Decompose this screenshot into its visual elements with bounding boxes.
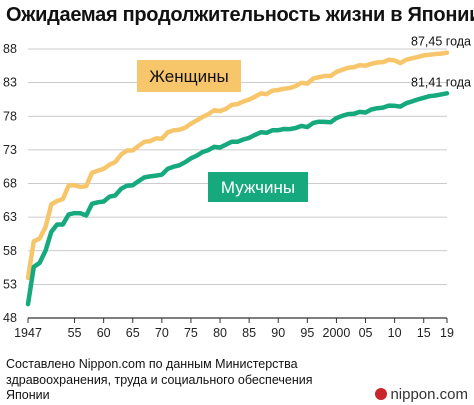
women-series-line	[25, 50, 450, 281]
y-tick-label: 88	[3, 42, 17, 56]
source-note: Составлено Nippon.com по данным Министер…	[6, 357, 313, 402]
y-tick-label: 53	[3, 277, 17, 291]
x-tick-label: 65	[126, 326, 140, 340]
x-tick-label: 2000	[323, 326, 351, 340]
women-legend-text: Женщины	[149, 67, 228, 86]
series-labels: 87,45 года 81,41 года Женщины Мужчины	[137, 35, 471, 202]
y-tick-label: 78	[3, 109, 17, 123]
y-tick-label: 48	[3, 311, 17, 325]
y-tick-label: 58	[3, 244, 17, 258]
brand-logo[interactable]: nippon.com	[375, 386, 468, 403]
y-tick-label: 73	[3, 143, 17, 157]
x-tick-label: 60	[97, 326, 111, 340]
x-axis-ticks: 1947 55 60 65 70 75 80 85 90 95 2000 05 10 15 19	[14, 318, 454, 340]
men-legend-text: Мужчины	[221, 178, 295, 197]
x-tick-label: 10	[388, 326, 402, 340]
x-tick-label: 1947	[14, 326, 42, 340]
chart-title: Ожидаемая продолжительность жизни в Япон…	[6, 4, 474, 26]
brand-name: nippon.com	[390, 386, 468, 403]
x-tick-label: 15	[417, 326, 431, 340]
x-tick-label: 70	[155, 326, 169, 340]
y-tick-label: 83	[3, 76, 17, 90]
y-axis-ticks: 48 53 58 63 68 73 78 83 88	[3, 42, 17, 325]
women-legend-box	[137, 60, 241, 92]
men-series-line	[25, 91, 450, 307]
brand-dot-icon	[375, 388, 388, 400]
x-tick-label: 85	[242, 326, 256, 340]
x-tick-label: 90	[271, 326, 285, 340]
series-lines	[25, 50, 450, 307]
x-tick-label: 95	[300, 326, 314, 340]
x-tick-label: 19	[440, 326, 454, 340]
x-tick-label: 55	[68, 326, 82, 340]
y-tick-label: 68	[3, 177, 17, 191]
x-tick-label: 05	[359, 326, 373, 340]
x-tick-label: 80	[213, 326, 227, 340]
men-end-label: 81,41 года	[411, 75, 471, 89]
men-legend-box	[208, 172, 308, 202]
line-chart: 48 53 58 63 68 73 78 83 88 1947 55 60 65 70 75 80 85 90 9…	[3, 35, 471, 340]
x-tick-label: 75	[184, 326, 198, 340]
y-tick-label: 63	[3, 210, 17, 224]
women-end-label: 87,45 года	[411, 35, 471, 49]
